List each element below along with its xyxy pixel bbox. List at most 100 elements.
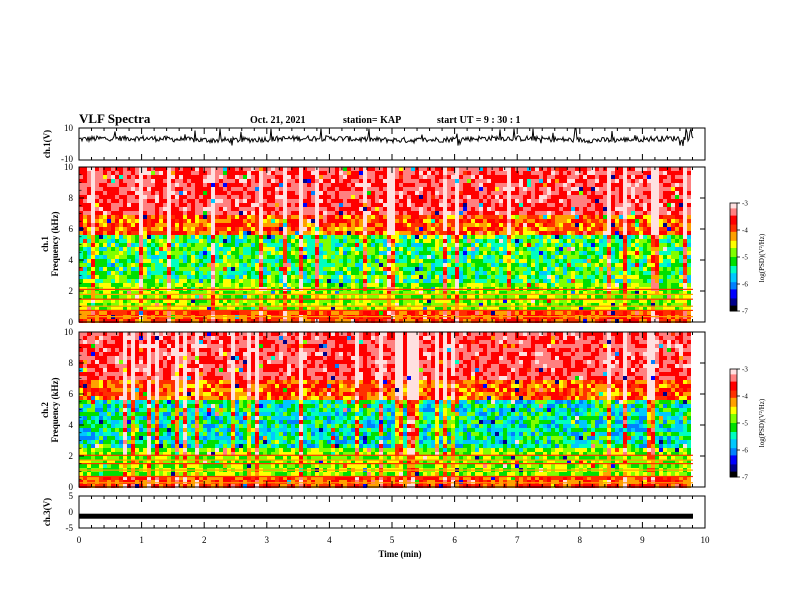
spectrogram-cell	[331, 247, 335, 251]
spectrogram-cell	[87, 319, 91, 323]
spectrogram-cell	[543, 183, 547, 187]
spectrogram-cell	[123, 319, 127, 323]
spectrogram-cell	[527, 231, 531, 235]
spectrogram-cell	[335, 303, 339, 307]
spectrogram-cell	[415, 267, 419, 271]
spectrogram-cell	[87, 179, 91, 183]
spectrogram-cell	[447, 203, 451, 207]
spectrogram-cell	[415, 199, 419, 203]
spectrogram-cell	[263, 299, 267, 303]
spectrogram-cell	[235, 211, 239, 215]
spectrogram-cell	[543, 211, 547, 215]
spectrogram-cell	[207, 231, 211, 235]
spectrogram-cell	[303, 215, 307, 219]
spectrogram-cell	[475, 275, 479, 279]
spectrogram-cell	[375, 203, 379, 207]
spectrogram-cell	[199, 255, 203, 259]
spectrogram-cell	[391, 219, 395, 223]
spectrogram-cell	[367, 175, 371, 179]
spectrogram-cell	[563, 215, 567, 219]
spectrogram-cell	[383, 243, 387, 247]
spectrogram-cell	[207, 299, 211, 303]
spectrogram-cell	[363, 259, 367, 263]
spectrogram-cell	[155, 283, 159, 287]
spectrogram-cell	[307, 235, 311, 239]
spectrogram-cell	[571, 175, 575, 179]
spectrogram-cell	[151, 175, 155, 179]
spectrogram-cell	[403, 299, 407, 303]
spectrogram-cell	[407, 271, 411, 275]
spectrogram-cell	[215, 255, 219, 259]
spectrogram-cell	[103, 235, 107, 239]
spectrogram-cell	[531, 311, 535, 315]
spectrogram-cell	[395, 187, 399, 191]
spectrogram-cell	[431, 251, 435, 255]
spectrogram-cell	[83, 223, 87, 227]
spectrogram-cell	[215, 259, 219, 263]
spectrogram-cell	[215, 231, 219, 235]
spectrogram-cell	[407, 183, 411, 187]
spectrogram-cell	[235, 307, 239, 311]
spectrogram-cell	[91, 251, 95, 255]
spectrogram-cell	[459, 267, 463, 271]
spectrogram-cell	[203, 187, 207, 191]
spectrogram-cell	[131, 255, 135, 259]
spectrogram-cell	[387, 235, 391, 239]
spectrogram-cell	[347, 311, 351, 315]
spectrogram-cell	[371, 215, 375, 219]
spectrogram-cell	[271, 171, 275, 175]
spectrogram-cell	[235, 175, 239, 179]
spectrogram-cell	[547, 239, 551, 243]
spectrogram-cell	[239, 179, 243, 183]
spectrogram-cell	[363, 199, 367, 203]
spectrogram-cell	[439, 259, 443, 263]
spectrogram-cell	[507, 247, 511, 251]
spectrogram-cell	[255, 215, 259, 219]
spectrogram-cell	[487, 171, 491, 175]
spectrogram-cell	[215, 227, 219, 231]
spectrogram-cell	[227, 207, 231, 211]
spectrogram-cell	[351, 247, 355, 251]
spectrogram-cell	[263, 291, 267, 295]
spectrogram-cell	[87, 207, 91, 211]
ch1-ytick-top: 10	[64, 123, 74, 133]
spectrogram-cell	[91, 279, 95, 283]
spectrogram-cell	[115, 307, 119, 311]
spectrogram-cell	[471, 203, 475, 207]
spectrogram-cell	[411, 199, 415, 203]
spectrogram-cell	[483, 175, 487, 179]
spectrogram-cell	[135, 187, 139, 191]
spectrogram-cell	[459, 227, 463, 231]
spectrogram-cell	[307, 247, 311, 251]
spectrogram-cell	[555, 263, 559, 267]
spectrogram-cell	[447, 283, 451, 287]
spectrogram-cell	[447, 167, 451, 171]
spectrogram-cell	[83, 255, 87, 259]
spectrogram-cell	[523, 191, 527, 195]
spectrogram-cell	[363, 255, 367, 259]
spectrogram-cell	[499, 247, 503, 251]
spectrogram-cell	[435, 231, 439, 235]
spectrogram-cell	[187, 243, 191, 247]
spectrogram-cell	[223, 191, 227, 195]
spectrogram-cell	[147, 275, 151, 279]
spectrogram-cell	[471, 279, 475, 283]
spectrogram-cell	[91, 259, 95, 263]
spectrogram-cell	[355, 215, 359, 219]
spectrogram-cell	[327, 263, 331, 267]
spectrogram-cell	[555, 275, 559, 279]
spectrogram-cell	[95, 199, 99, 203]
spectrogram-cell	[535, 259, 539, 263]
spectrogram-cell	[347, 303, 351, 307]
spectrogram-cell	[463, 303, 467, 307]
spectrogram-cell	[203, 247, 207, 251]
spectrogram-cell	[87, 255, 91, 259]
spectrogram-cell	[575, 299, 579, 303]
spectrogram-cell	[231, 231, 235, 235]
spectrogram-cell	[243, 211, 247, 215]
spectrogram-cell	[243, 171, 247, 175]
spectrogram-cell	[387, 303, 391, 307]
spectrogram-cell	[511, 247, 515, 251]
spectrogram-cell	[123, 175, 127, 179]
spectrogram-cell	[435, 199, 439, 203]
